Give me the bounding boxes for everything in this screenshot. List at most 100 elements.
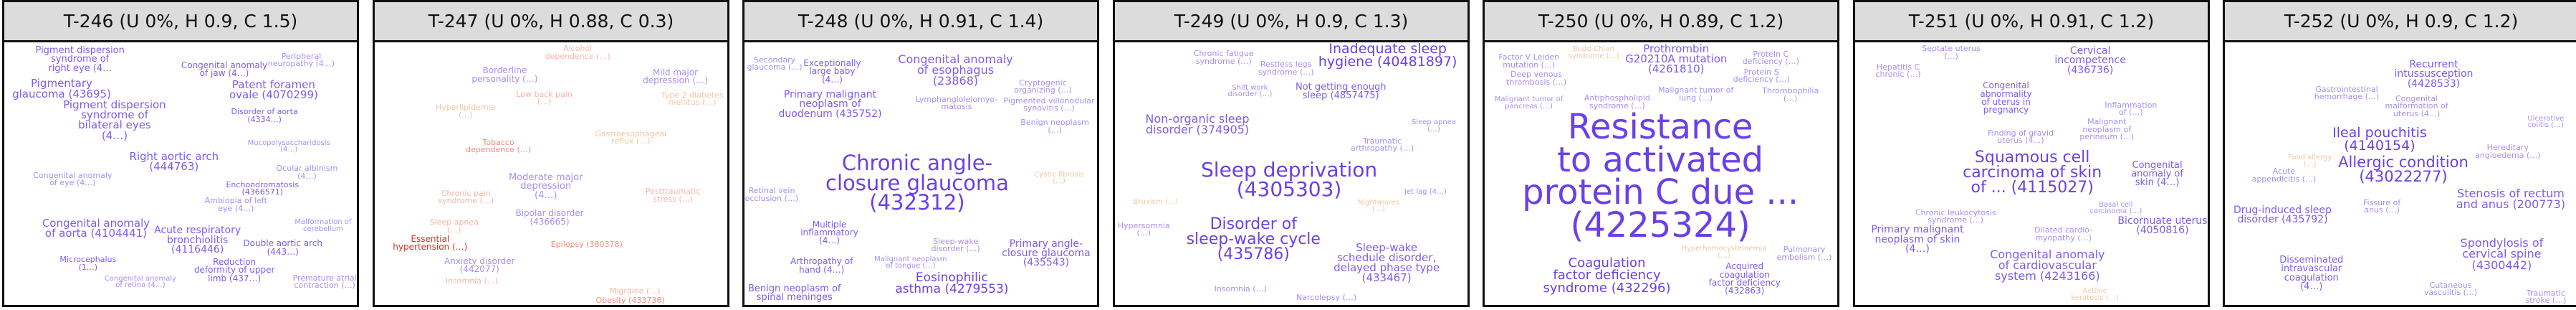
cloud-term: Obesity (433736) (595, 296, 665, 305)
cloud-term: Protein S deficiency (…) (1733, 67, 1790, 84)
panel-title: T-250 (U 0%, H 0.89, C 1.2) (1485, 2, 1837, 42)
word-cloud: Sleep deprivation (4305303) Disorder of s… (1115, 42, 1467, 305)
cloud-term: Acute respiratory bronchiolitis (4116446… (154, 225, 241, 255)
cloud-term: Double aortic arch (443…) (243, 238, 323, 257)
cloud-term: Right aortic arch (444763) (129, 149, 219, 173)
cloud-term: Basal cell carcinoma (…) (2089, 200, 2142, 216)
cloud-term: Ulcerative colitis (…) (2527, 114, 2565, 130)
cloud-term: Disorder of sleep-wake cycle (435786) (1186, 215, 1321, 263)
cloud-term: Drug-induced sleep disorder (435792) (2233, 204, 2332, 226)
wordcloud-panel: T-247 (U 0%, H 0.88, C 0.3) Moderate majo… (373, 0, 729, 307)
cloud-term: Bicornuate uterus (4050816) (2117, 215, 2208, 237)
cloud-term: Benign neoplasm of spinal meninges (748, 283, 841, 304)
cloud-term: Chronic angle- closure glaucoma (432312) (825, 151, 1009, 215)
cloud-term: Restless legs syndrome (…) (1258, 60, 1314, 77)
cloud-term: Posttraumatic stress (…) (645, 187, 701, 204)
cloud-term: Cystic fibrosis (…) (1034, 170, 1084, 186)
cloud-term: Recurrent intussusception (4428533) (2394, 59, 2474, 90)
cloud-term: Epilepsy (380378) (550, 239, 623, 249)
panel-title: T-248 (U 0%, H 0.91, C 1.4) (744, 2, 1097, 42)
cloud-term: Factor V Leiden mutation (…) (1498, 52, 1560, 70)
cloud-term: Inadequate sleep hygiene (40481897) (1318, 42, 1457, 70)
cloud-term: Premature atrial contraction (…) (292, 273, 357, 291)
cloud-term: Traumatic arthropathy (…) (1350, 136, 1414, 154)
cloud-term: Fissure of anus (…) (2363, 198, 2401, 215)
cloud-term: Cervical incompetence (436736) (2054, 44, 2126, 76)
cloud-term: Borderline personality (…) (471, 65, 538, 84)
cloud-term: Acquired coagulation factor deficiency (… (1708, 261, 1781, 296)
cloud-term: Cutaneous vasculitis (…) (2423, 280, 2478, 298)
cloud-term: Eosinophilic asthma (4279553) (895, 270, 1009, 296)
cloud-term: Benign neoplasm (…) (1020, 118, 1089, 135)
cloud-term: Disorder of aorta (4334…) (231, 107, 298, 124)
cloud-term: Reduction deformity of upper limb (437…) (193, 256, 275, 283)
cloud-term: Malignant tumor of lung (…) (1658, 85, 1734, 103)
cloud-term: Exceptionally large baby (4…) (803, 57, 861, 85)
cloud-term: Dilated cardio- myopathy (…) (2034, 225, 2093, 243)
cloud-term: Pigmentary glaucoma (43695) (12, 77, 111, 100)
cloud-term: Traumatic stroke (…) (2525, 288, 2567, 305)
panel-title: T-247 (U 0%, H 0.88, C 0.3) (375, 2, 727, 42)
cloud-term: Congenital anomaly of eye (4…) (33, 170, 112, 188)
cloud-term: Gastroesophageal reflux (…) (595, 128, 667, 146)
cloud-term: Pigment dispersion syndrome of bilateral… (63, 98, 166, 142)
cloud-term: Food allergy (…) (2287, 154, 2332, 169)
cloud-term: Deep venous thrombosis (…) (1505, 70, 1567, 87)
cloud-term: Malformation of cerebellum (295, 218, 352, 233)
cloud-term: Primary malignant neoplasm of duodenum (… (778, 89, 882, 120)
cloud-term: Congenital anomaly of aorta (4104441) (42, 216, 150, 240)
cloud-term: Gastrointestinal hemorrhage (…) (2314, 85, 2380, 102)
cloud-term: Enchondromatosis (4366571) (226, 180, 300, 197)
cloud-term: Squamous cell carcinoma of skin of ... (… (1963, 149, 2102, 197)
cloud-term: Prothrombin G20210A mutation (4261810) (1625, 42, 1728, 76)
cloud-term: Non-organic sleep disorder (374905) (1145, 112, 1250, 137)
cloud-term: Actinic keratosis (…) (2071, 287, 2119, 302)
cloud-term: Septate uterus (…) (1922, 44, 1981, 61)
cloud-term: Hereditary angioedema (…) (2474, 143, 2541, 160)
cloud-term: Hyperhomocysteinemia (…) (1681, 245, 1767, 260)
cloud-term: Congenital anomaly of skin (4…) (2131, 159, 2183, 189)
cloud-term: Ocular albinism (4…) (276, 164, 338, 181)
cloud-term: Thrombophilia (…) (1762, 86, 1819, 103)
cloud-term: Spondylosis of cervical spine (4300442) (2460, 236, 2544, 272)
cloud-term: Anxiety disorder (442077) (444, 256, 515, 275)
cloud-term: Secondary glaucoma (…) (747, 55, 803, 72)
word-cloud: Right aortic arch (444763) Pigment disper… (4, 42, 357, 305)
word-cloud: Resistance to activated protein C due ..… (1485, 42, 1837, 305)
cloud-term: Cryptogenic organizing (…) (1014, 78, 1072, 95)
cloud-term: Budd-Chiari syndrome (…) (1568, 45, 1619, 60)
cloud-term: Narcolepsy (…) (1296, 293, 1357, 302)
wordcloud-panel: T-252 (U 0%, H 0.9, C 1.2) Allergic condi… (2223, 0, 2576, 307)
panel-title: T-252 (U 0%, H 0.9, C 1.2) (2225, 2, 2576, 42)
cloud-term: Migraine (…) (609, 286, 661, 296)
cloud-term: Protein C deficiency (…) (1742, 50, 1799, 67)
cloud-term: Low back pain (…) (516, 89, 573, 107)
cloud-term: Congenital anomaly of retina (4…) (104, 274, 177, 290)
cloud-term: Retinal vein occlusion (…) (744, 186, 799, 203)
wordcloud-panel: T-248 (U 0%, H 0.91, C 1.4) Chronic angle… (742, 0, 1099, 307)
cloud-term: Hyperlipidemia (…) (436, 103, 496, 120)
word-cloud: Squamous cell carcinoma of skin of ... (… (1855, 42, 2208, 305)
cloud-term: Hepatitis C chronic (…) (1875, 62, 1921, 80)
cloud-term: Chronic leukocytosis syndrome (…) (1915, 207, 1996, 225)
word-cloud: Chronic angle- closure glaucoma (432312)… (744, 42, 1097, 305)
cloud-term: Inflammation of (…) (2105, 100, 2158, 118)
cloud-term: Pigment dispersion syndrome of right eye… (35, 45, 125, 74)
cloud-term: Coagulation factor deficiency syndrome (… (1543, 255, 1671, 296)
cloud-term: Insomnia (…) (445, 276, 498, 286)
word-cloud: Allergic condition (43022277) Ileal pouch… (2225, 42, 2576, 305)
cloud-term: Pigmented villonodular synovitis (…) (1003, 95, 1095, 113)
cloud-term: Pulmonary embolism (…) (1776, 245, 1832, 262)
cloud-term: Tobacco dependence (…) (466, 137, 532, 154)
cloud-term: Insomnia (…) (1214, 284, 1267, 294)
cloud-term: Congenital malformation of uterus (4…) (2385, 93, 2448, 118)
cloud-term: Patent foramen ovale (4070299) (229, 78, 318, 102)
panel-title: T-246 (U 0%, H 0.9, C 1.5) (4, 2, 357, 42)
cloud-term: Primary angle- closure glaucoma (435543) (1002, 238, 1091, 269)
cloud-term: Arthropathy of hand (4…) (790, 256, 853, 275)
cloud-term: Multiple inflammatory (4…) (800, 219, 858, 246)
cloud-term: Lymphangioleiomyo- matosis (915, 94, 998, 111)
cloud-term: Ileal pouchitis (4140154) (2332, 124, 2427, 154)
cloud-term: Sleep-wake schedule disorder, delayed ph… (1334, 240, 1440, 285)
cloud-term: Allergic condition (43022277) (2338, 153, 2469, 185)
